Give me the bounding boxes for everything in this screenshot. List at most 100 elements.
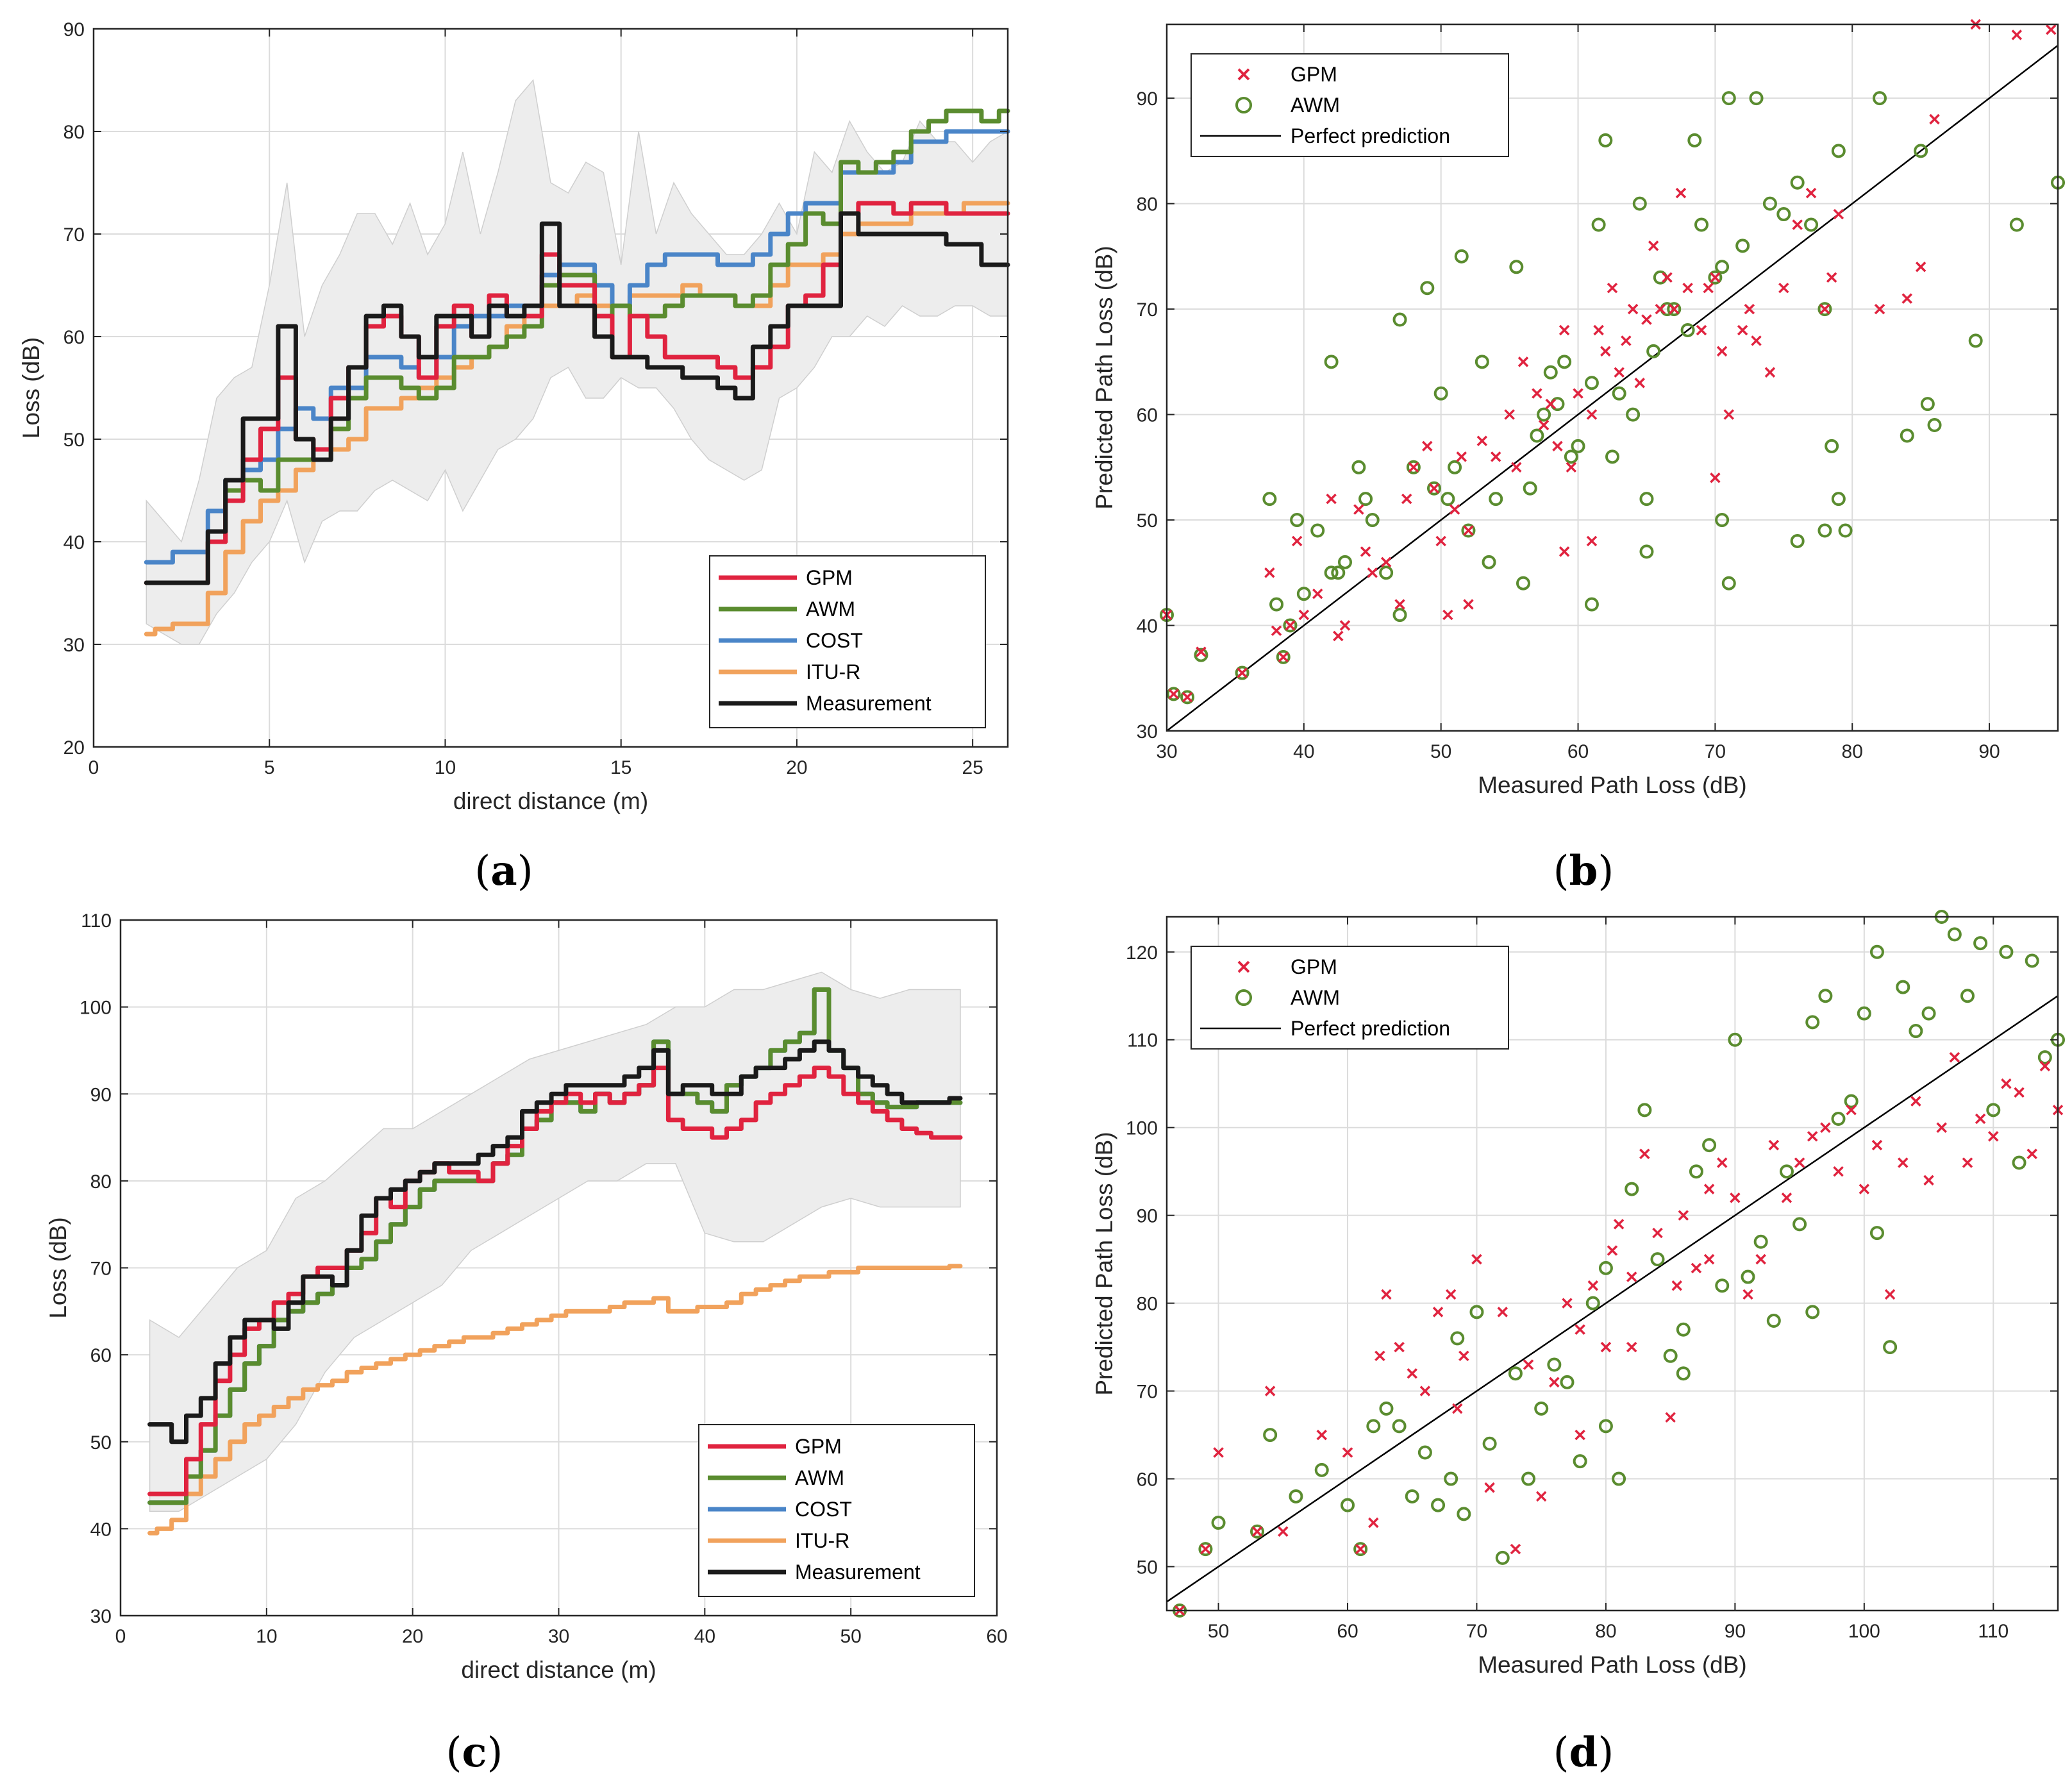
awm-point (2025, 953, 2039, 968)
gpm-point-stroke (1458, 1350, 1469, 1362)
gpm-point-stroke (1703, 282, 1714, 294)
gpm-point-stroke (1696, 324, 1707, 336)
awm-point (1454, 249, 1469, 264)
awm-point (1762, 196, 1777, 211)
awm-point (1637, 1103, 1652, 1118)
gpm-point-stroke (1833, 208, 1844, 220)
gpm-point (1593, 324, 1604, 336)
awm-point (1211, 1516, 1226, 1530)
gpm-point (1627, 303, 1639, 315)
awm-point (1873, 91, 1887, 106)
gpm-point-stroke (1374, 1350, 1385, 1362)
gpm-point (1614, 367, 1625, 378)
awm-point (1341, 1498, 1355, 1512)
gpm-point (1648, 240, 1659, 251)
gpm-point-stroke (1435, 535, 1446, 547)
legend-label-awm: AWM (795, 1466, 844, 1489)
gpm-point (1291, 535, 1303, 547)
y-tick-label: 80 (1137, 194, 1158, 215)
gpm-point-stroke (1723, 409, 1735, 420)
gpm-point-stroke (1682, 282, 1693, 294)
awm-point (1521, 1471, 1536, 1486)
caption-paren-close: ) (487, 1729, 503, 1777)
y-tick-label: 70 (1137, 299, 1158, 321)
legend-label-awm: AWM (1291, 94, 1340, 117)
gpm-point-stroke (1614, 367, 1625, 378)
awm-point (1650, 1252, 1665, 1267)
awm-point (1947, 927, 1962, 942)
gpm-point (1710, 473, 1721, 483)
legend-swatch-awm (1235, 989, 1252, 1006)
legend-swatch-awm (1235, 97, 1252, 113)
gpm-point-stroke (1716, 1157, 1728, 1168)
gpm-point-stroke (1662, 272, 1673, 283)
gpm-point (1394, 599, 1405, 610)
legend-label-gpm: GPM (806, 566, 853, 589)
gpm-point (1339, 620, 1351, 631)
gpm-point-stroke (1575, 1429, 1585, 1441)
gpm-point (1737, 324, 1748, 336)
gpm-point (1730, 1193, 1741, 1203)
gpm-point (1819, 303, 1830, 315)
gpm-point-stroke (1573, 388, 1583, 399)
gpm-point-stroke (1639, 1148, 1650, 1160)
gpm-point (1639, 1148, 1650, 1160)
awm-point (1489, 492, 1503, 506)
gpm-point-stroke (1826, 272, 1837, 283)
gpm-point-stroke (1975, 1113, 1986, 1125)
gpm-point-stroke (1445, 1289, 1457, 1300)
awm-point (1557, 355, 1572, 369)
gpm-point (1768, 1139, 1780, 1151)
gpm-point-stroke (1949, 1051, 1960, 1063)
gpm-point-stroke (1428, 483, 1440, 494)
awm-point (1792, 1217, 1807, 1232)
gpm-point (1504, 409, 1515, 420)
y-axis-label: Predicted Path Loss (dB) (1091, 1132, 1117, 1395)
gpm-point (1665, 1412, 1676, 1423)
x-tick-label: 20 (786, 757, 807, 778)
gpm-point-stroke (1988, 1131, 1999, 1142)
awm-point (1366, 1419, 1381, 1434)
gpm-point-stroke (1652, 1227, 1663, 1239)
awm-point (1831, 1112, 1846, 1126)
awm-point (1749, 91, 1764, 106)
gpm-point (1237, 667, 1248, 678)
y-tick-label: 50 (1137, 1557, 1158, 1578)
gpm-point-stroke (2001, 1078, 2012, 1089)
gpm-point (1751, 335, 1762, 346)
legend-label-meas: Measurement (806, 692, 932, 715)
perfect-prediction-line (1166, 44, 2059, 732)
gpm-point-stroke (1898, 1157, 1909, 1168)
caption-letter: d (1569, 1729, 1598, 1777)
awm-point (1927, 418, 1942, 433)
y-tick-label: 40 (90, 1519, 112, 1540)
y-tick-label: 60 (1137, 1469, 1158, 1491)
gpm-point-stroke (1587, 1280, 1599, 1291)
awm-point (1960, 989, 1975, 1003)
caption-paren-close: ) (1598, 1729, 1614, 1777)
awm-point (1523, 481, 1537, 496)
awm-point (1921, 1006, 1936, 1021)
gpm-point-stroke (1278, 651, 1289, 663)
awm-point (1715, 260, 1730, 274)
gpm-point (1196, 646, 1207, 657)
y-tick-label: 50 (90, 1432, 112, 1453)
x-tick-label: 10 (435, 757, 456, 778)
awm-point (1914, 144, 1928, 158)
gpm-point (1723, 409, 1735, 420)
gpm-point-stroke (1778, 282, 1789, 294)
gpm-point-stroke (1936, 1122, 1947, 1133)
gpm-point-stroke (1407, 1368, 1417, 1379)
gpm-point (1874, 303, 1885, 315)
y-tick-label: 50 (63, 430, 85, 451)
caption-paren-close: ) (517, 848, 533, 895)
awm-point (1314, 1462, 1329, 1477)
awm-point (1728, 1032, 1742, 1047)
awm-point (1986, 1103, 2001, 1118)
gpm-point (1213, 1447, 1224, 1458)
gpm-point (1408, 462, 1419, 473)
gpm-point (1792, 219, 1803, 230)
y-tick-label: 50 (1137, 510, 1158, 532)
legend-box (1191, 946, 1509, 1050)
awm-point (1495, 1550, 1510, 1565)
